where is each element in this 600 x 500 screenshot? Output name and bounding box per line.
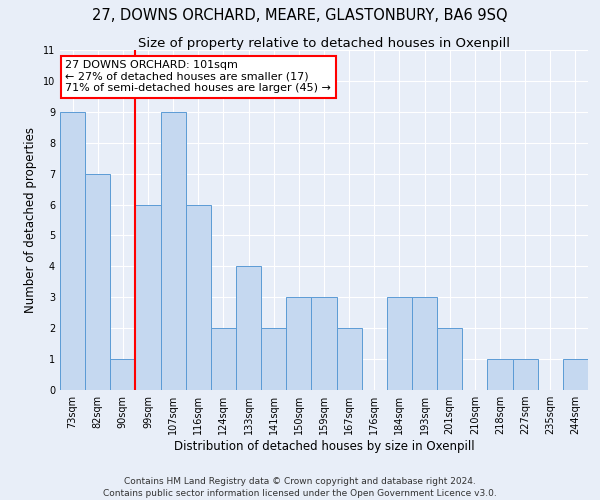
Bar: [412, 298, 437, 390]
Bar: [186, 204, 211, 390]
Title: Size of property relative to detached houses in Oxenpill: Size of property relative to detached ho…: [138, 37, 510, 50]
Bar: [85, 174, 110, 390]
Bar: [563, 359, 588, 390]
Bar: [136, 204, 161, 390]
Bar: [261, 328, 286, 390]
Bar: [387, 298, 412, 390]
Bar: [487, 359, 512, 390]
Bar: [512, 359, 538, 390]
Bar: [311, 298, 337, 390]
Bar: [161, 112, 186, 390]
Text: Contains HM Land Registry data © Crown copyright and database right 2024.
Contai: Contains HM Land Registry data © Crown c…: [103, 476, 497, 498]
Bar: [110, 359, 136, 390]
Bar: [60, 112, 85, 390]
Text: 27, DOWNS ORCHARD, MEARE, GLASTONBURY, BA6 9SQ: 27, DOWNS ORCHARD, MEARE, GLASTONBURY, B…: [92, 8, 508, 22]
X-axis label: Distribution of detached houses by size in Oxenpill: Distribution of detached houses by size …: [173, 440, 475, 453]
Y-axis label: Number of detached properties: Number of detached properties: [25, 127, 37, 313]
Bar: [211, 328, 236, 390]
Bar: [286, 298, 311, 390]
Bar: [337, 328, 362, 390]
Bar: [437, 328, 462, 390]
Text: 27 DOWNS ORCHARD: 101sqm
← 27% of detached houses are smaller (17)
71% of semi-d: 27 DOWNS ORCHARD: 101sqm ← 27% of detach…: [65, 60, 331, 94]
Bar: [236, 266, 261, 390]
